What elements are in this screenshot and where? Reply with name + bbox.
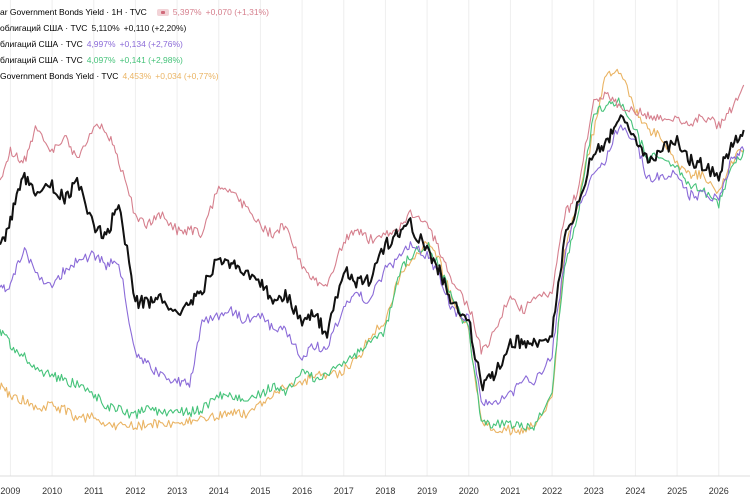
- x-tick-label: 2021: [500, 486, 520, 496]
- series-line: [0, 114, 745, 392]
- x-tick-label: 2024: [625, 486, 645, 496]
- legend-s2-name: облигаций США · TVC: [0, 22, 88, 33]
- x-tick-label: 2017: [334, 486, 354, 496]
- legend-s5-name: Government Bonds Yield · TVC: [0, 70, 119, 81]
- legend-row-s2[interactable]: облигаций США · TVC 5,110% +0,110 (+2,20…: [0, 20, 273, 36]
- x-tick-label: 2026: [709, 486, 729, 496]
- legend-s2-value: 5,110%: [91, 22, 120, 33]
- legend-s4-value: 4,097%: [86, 54, 116, 65]
- legend-row-s5[interactable]: Government Bonds Yield · TVC 4,453% +0,0…: [0, 68, 273, 84]
- legend: ar Government Bonds Yield · 1H · TVC 5,3…: [0, 4, 273, 84]
- x-tick-label: 2009: [0, 486, 20, 496]
- x-tick-label: 2014: [209, 486, 229, 496]
- legend-row-s3[interactable]: блигаций США · TVC 4,997% +0,134 (+2,76%…: [0, 36, 273, 52]
- x-tick-label: 2022: [542, 486, 562, 496]
- legend-s4-change: +0,141 (+2,98%): [119, 54, 183, 65]
- x-tick-label: 2016: [292, 486, 312, 496]
- series-line: [0, 68, 745, 436]
- legend-s3-change: +0,134 (+2,76%): [119, 38, 183, 49]
- x-tick-label: 2018: [375, 486, 395, 496]
- x-tick-label: 2010: [42, 486, 62, 496]
- series-line: [0, 124, 745, 407]
- legend-main-value: 5,397%: [172, 6, 202, 17]
- x-tick-label: 2012: [125, 486, 145, 496]
- x-tick-label: 2015: [250, 486, 270, 496]
- legend-s3-value: 4,997%: [86, 38, 116, 49]
- legend-s4-name: блигаций США · TVC: [0, 54, 83, 65]
- series-line: [0, 84, 745, 355]
- x-tick-label: 2023: [584, 486, 604, 496]
- x-tick-label: 2020: [459, 486, 479, 496]
- legend-s5-change: +0,034 (+0,77%): [155, 70, 219, 81]
- x-tick-label: 2011: [84, 486, 103, 496]
- legend-row-main[interactable]: ar Government Bonds Yield · 1H · TVC 5,3…: [0, 4, 273, 20]
- x-tick-label: 2025: [667, 486, 687, 496]
- legend-s3-name: блигаций США · TVC: [0, 38, 83, 49]
- legend-main-name: ar Government Bonds Yield · 1H · TVC: [0, 6, 147, 17]
- legend-row-s4[interactable]: блигаций США · TVC 4,097% +0,141 (+2,98%…: [0, 52, 273, 68]
- x-tick-label: 2013: [167, 486, 187, 496]
- x-tick-label: 2019: [417, 486, 437, 496]
- legend-s5-value: 4,453%: [122, 70, 152, 81]
- legend-main-change: +0,070 (+1,31%): [205, 6, 269, 17]
- legend-s2-change: +0,110 (+2,20%): [123, 22, 187, 33]
- visibility-toggle-icon[interactable]: [156, 8, 169, 16]
- series-line: [0, 97, 745, 431]
